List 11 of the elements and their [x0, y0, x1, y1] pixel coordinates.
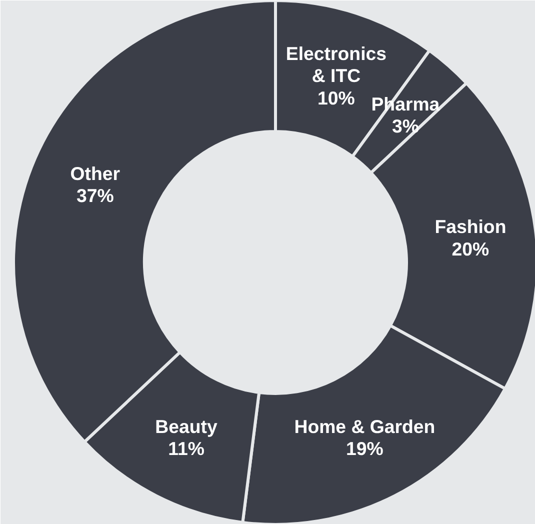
data-label: 10%: [318, 87, 356, 108]
data-label: 19%: [346, 438, 384, 460]
slice-label: Fashion: [434, 216, 506, 238]
slice-label: Home & Garden: [294, 416, 436, 437]
slice-label: Other: [70, 162, 120, 184]
data-label: 3%: [392, 116, 420, 137]
data-label: 37%: [76, 185, 114, 206]
data-label: 20%: [452, 238, 490, 260]
slice-label: Beauty: [155, 416, 218, 437]
slice-label: Electronics & ITC: [286, 42, 387, 86]
data-label: 11%: [168, 438, 205, 460]
